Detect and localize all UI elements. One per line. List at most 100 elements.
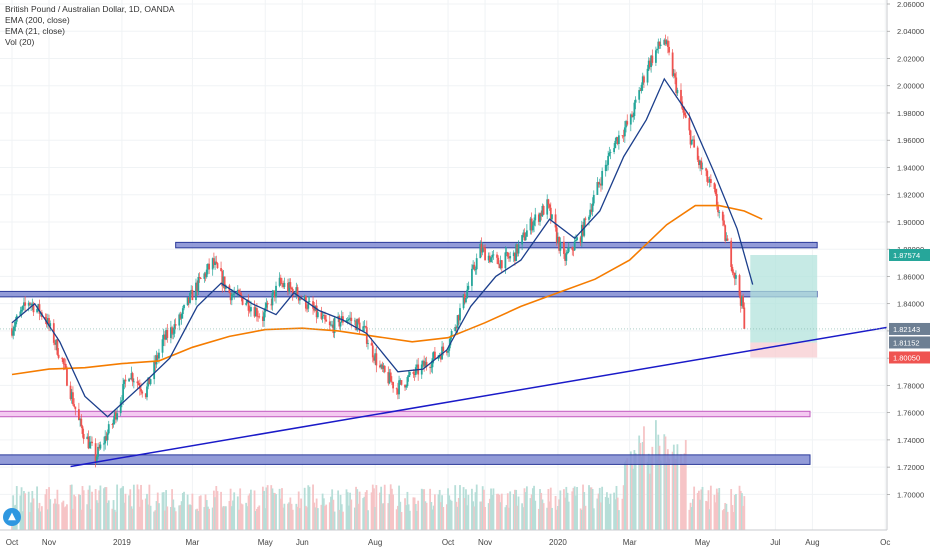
volume-bar [665,462,668,530]
candle-body [297,296,300,301]
price-label: 1.87574 [893,251,920,260]
candle-body [130,373,133,380]
y-tick-label: 1.94000 [897,163,924,172]
candle-body [479,243,482,259]
legend-ema21[interactable]: EMA (21, close) [5,26,65,36]
candle-body [634,99,637,103]
candle-body [30,304,33,306]
candle-body [591,203,594,212]
volume-bar [498,494,501,530]
candle-body [115,412,117,420]
price-label: 1.81152 [893,338,920,347]
candle-body [506,252,509,257]
candle-body [392,382,394,389]
volume-bar [306,507,308,530]
volume-bar [273,492,276,530]
candle-body [29,302,31,305]
candle-body [631,114,633,118]
x-tick-label: Oct [6,538,19,547]
candle-body [79,418,81,421]
tradingview-logo-icon[interactable]: ▲ [3,508,21,526]
volume-bar [713,494,716,530]
volume-bar [482,489,485,530]
price-label-bg [889,351,930,364]
candle-body [701,168,704,170]
candle-body [186,297,189,306]
candle-body [44,317,47,320]
candle-body [517,244,520,254]
candle-body [107,424,110,434]
volume-bar [405,505,408,530]
candle-body [557,236,559,243]
volume-bar [263,490,265,530]
candle-body [714,189,717,195]
y-tick-label: 2.00000 [897,82,924,91]
resistance-zone [175,241,818,249]
volume-bar [506,493,509,530]
volume-bar [684,439,687,530]
price-label: 1.80050 [893,353,920,362]
candle-body [223,276,226,289]
candle-body [633,102,636,117]
candle-body [473,264,476,270]
volume-bar [39,511,42,530]
candle-body [131,373,134,382]
candle-body [647,60,650,69]
volume-bar [233,492,236,530]
volume-bar [254,511,257,530]
candle-body [337,316,340,318]
candle-body [212,258,215,265]
candle-body [94,443,97,462]
volume-bar [239,488,242,530]
volume-bar [699,499,702,530]
candle-body [656,48,659,51]
candle-body [137,383,140,386]
volume-bar [230,506,233,530]
candle-body [715,194,718,207]
candle-body [106,433,109,441]
candle-body [97,446,99,457]
candle-body [530,218,533,231]
volume-bar [698,490,700,530]
volume-bar [261,486,264,530]
candle-body [113,412,116,420]
volume-bar [681,463,684,530]
volume-bar [708,509,711,530]
legend-ema200[interactable]: EMA (200, close) [5,15,70,25]
candle-body [241,297,244,305]
candle-body [690,139,693,145]
volume-bar [398,485,400,530]
candle-body [718,211,721,213]
candle-body [707,181,710,183]
volume-bar [250,489,252,530]
candle-body [313,308,316,311]
volume-bar [272,492,275,530]
volume-bar [551,507,553,530]
volume-bar [81,486,84,530]
volume-bar [136,484,139,530]
volume-bar [479,501,482,530]
candle-body [191,289,194,301]
volume-bar [596,498,599,530]
candle-body [72,392,74,405]
volume-bar [364,492,367,530]
volume-bar [529,498,532,530]
volume-bar [675,458,678,530]
candle-body [533,220,535,226]
volume-bar [608,503,611,530]
candle-body [547,199,550,205]
candle-body [220,268,222,272]
candle-body [245,303,248,305]
legend-vol[interactable]: Vol (20) [5,37,35,47]
candle-body [21,306,24,310]
candle-body [491,254,494,258]
candle-body [36,308,38,313]
volume-bar [465,489,467,530]
volume-bar [488,498,491,530]
candle-body [738,275,741,296]
volume-bar [381,503,384,530]
volume-bar [664,436,667,530]
volume-bar [522,507,525,530]
candle-body [70,392,73,400]
candle-body [692,139,694,141]
